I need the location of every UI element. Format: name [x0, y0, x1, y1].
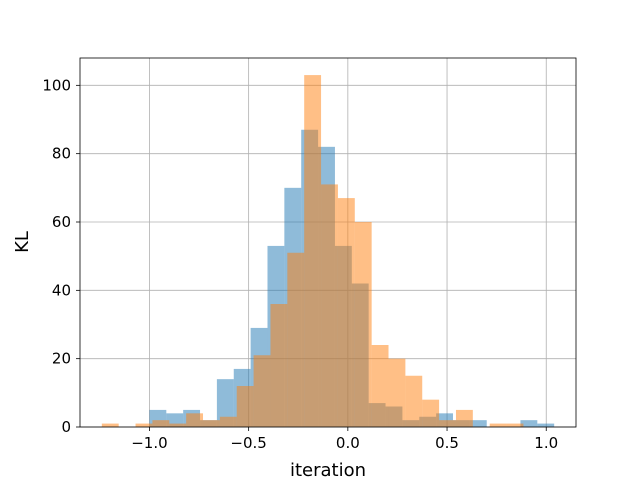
- axis-ticks: −1.0 −0.5 0.0 0.5 1.0 0 20 40 60 80 100: [42, 76, 558, 452]
- histogram-bar-series-2: [169, 423, 187, 427]
- histogram-bar-series-2: [236, 386, 254, 427]
- y-tick-label: 60: [52, 213, 71, 231]
- y-tick-label: 100: [42, 76, 71, 94]
- histogram-bar-series-1: [537, 423, 555, 427]
- histogram-bar-series-1: [216, 379, 234, 427]
- histogram-bar-series-2: [422, 399, 440, 427]
- histogram-bar-series-2: [506, 423, 524, 427]
- histogram-bar-series-2: [354, 222, 372, 427]
- histogram-bar-series-1: [520, 420, 538, 427]
- histogram-bar-series-2: [439, 420, 456, 427]
- histogram-bar-series-2: [203, 420, 220, 427]
- histogram-bar-series-2: [101, 423, 119, 427]
- plot-frame: [79, 57, 577, 428]
- x-tick-label: −1.0: [131, 434, 167, 452]
- y-tick-label: 40: [52, 281, 71, 299]
- y-tick-label: 80: [52, 145, 71, 163]
- x-tick-label: 0.0: [336, 434, 360, 452]
- histogram-bar-series-2: [304, 75, 322, 427]
- histogram-bar-series-2: [489, 423, 507, 427]
- histogram-bar-series-2: [287, 252, 305, 427]
- histogram-bar-series-2: [152, 420, 170, 427]
- histogram-bars: [101, 75, 555, 428]
- histogram-bar-series-2: [405, 375, 423, 427]
- histogram-bar-series-2: [371, 345, 389, 427]
- histogram-bar-series-2: [135, 423, 153, 427]
- histogram-bar-series-2: [337, 198, 355, 427]
- x-tick-label: −0.5: [230, 434, 266, 452]
- histogram-bar-series-2: [270, 304, 288, 427]
- histogram-bar-series-2: [388, 358, 406, 427]
- y-tick-label: 20: [52, 350, 71, 368]
- histogram-bar-series-2: [219, 416, 237, 427]
- x-tick-label: 1.0: [534, 434, 558, 452]
- histogram-bar-series-1: [469, 420, 487, 427]
- x-tick-label: 0.5: [435, 434, 459, 452]
- histogram-bar-series-2: [321, 184, 338, 427]
- histogram-bar-series-2: [253, 355, 271, 427]
- y-axis-label: KL: [12, 231, 33, 253]
- histogram-bar-series-2: [455, 409, 473, 427]
- y-tick-label: 0: [61, 418, 71, 436]
- x-axis-label: iteration: [290, 460, 366, 480]
- histogram-bar-series-2: [186, 413, 204, 427]
